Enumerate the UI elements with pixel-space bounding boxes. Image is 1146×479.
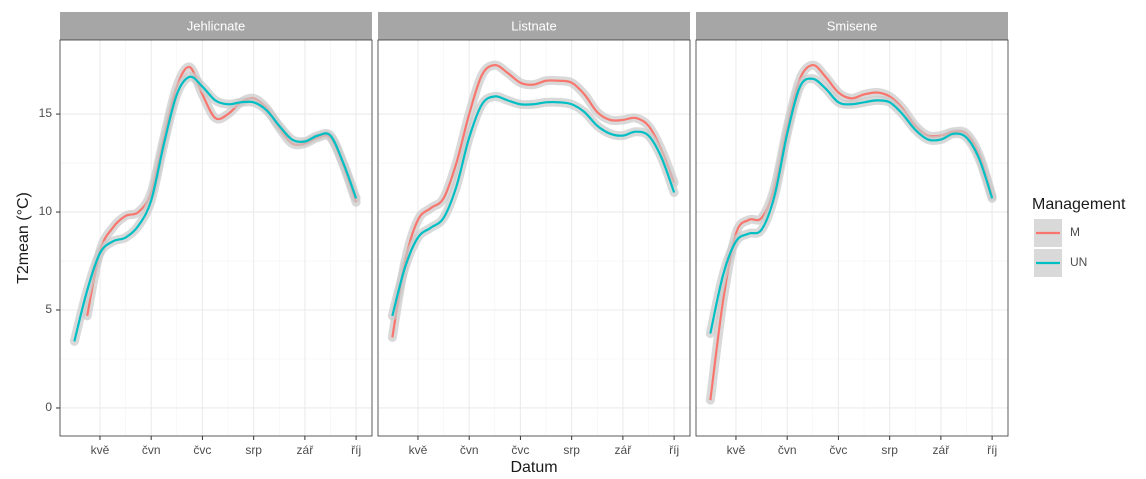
x-tick-label: kvě: [727, 443, 746, 457]
x-tick-label: kvě: [409, 443, 428, 457]
panel-border: [377, 39, 691, 437]
legend-label: M: [1070, 225, 1080, 239]
x-tick-label: říj: [987, 443, 997, 457]
x-tick-label: zář: [615, 443, 633, 457]
series-line: [391, 63, 676, 338]
facet-title: Jehlicnate: [187, 18, 246, 33]
panel-border: [695, 39, 1009, 437]
strip: [696, 12, 1008, 40]
series-line: [391, 95, 676, 317]
y-tick-label: 0: [45, 400, 52, 414]
x-tick-label: kvě: [91, 443, 110, 457]
x-tick-label: srp: [245, 443, 262, 457]
strip: [378, 12, 690, 40]
x-tick-label: čvc: [829, 443, 847, 457]
x-tick-label: srp: [563, 443, 580, 457]
strip: [60, 12, 372, 40]
x-tick-label: zář: [297, 443, 315, 457]
series-line: [73, 75, 358, 342]
x-axis-title: Datum: [510, 459, 557, 476]
legend-label: UN: [1070, 255, 1087, 269]
y-tick-label: 15: [39, 106, 53, 120]
y-tick-label: 5: [45, 302, 52, 316]
panel-border: [59, 39, 373, 437]
x-tick-label: čvc: [511, 443, 529, 457]
x-tick-label: říj: [669, 443, 679, 457]
legend-title: Management: [1032, 196, 1126, 213]
x-tick-label: čvn: [778, 443, 797, 457]
x-tick-label: čvc: [193, 443, 211, 457]
facet-title: Smisene: [827, 18, 878, 33]
series-line: [709, 77, 994, 334]
facet-title: Listnate: [511, 18, 557, 33]
x-tick-label: čvn: [460, 443, 479, 457]
x-tick-label: zář: [933, 443, 951, 457]
x-tick-label: říj: [351, 443, 361, 457]
panel: [378, 40, 690, 436]
y-tick-label: 10: [39, 204, 53, 218]
x-tick-label: srp: [881, 443, 898, 457]
x-tick-label: čvn: [142, 443, 161, 457]
y-axis-title: T2mean (°C): [15, 192, 32, 284]
